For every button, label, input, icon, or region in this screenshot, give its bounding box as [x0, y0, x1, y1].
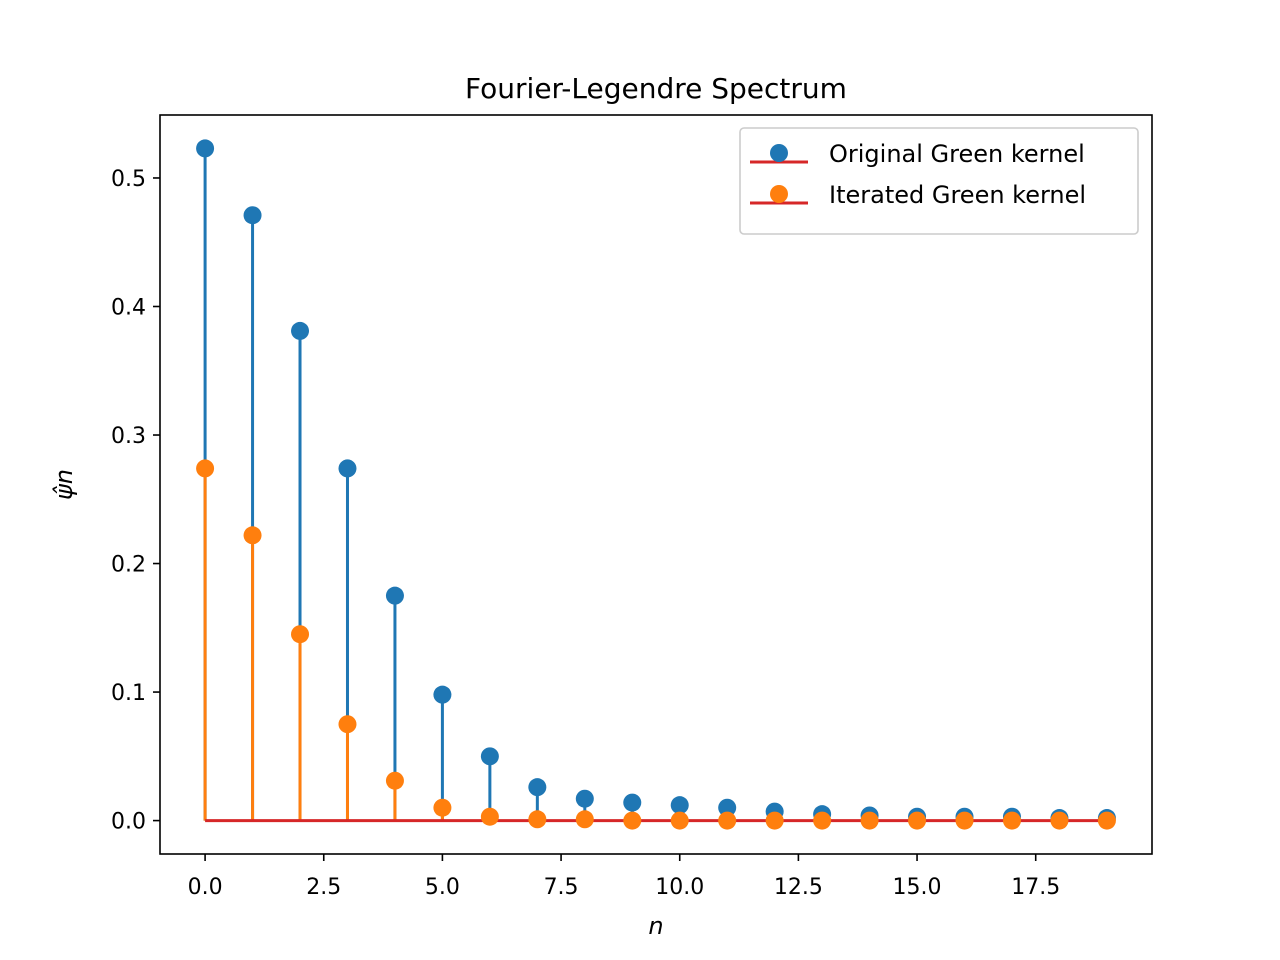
data-point: [338, 459, 357, 478]
data-point: [196, 459, 215, 478]
data-point: [670, 811, 689, 830]
x-tick-label: 0.0: [188, 875, 223, 900]
data-point: [291, 321, 310, 340]
data-point: [480, 747, 499, 766]
axis-ticks: 0.0 2.5 5.0 7.5 10.0 12.5 15.0 17.5 0.0 0.1 0.2 0.3…: [111, 167, 1060, 900]
series-markers-2: [196, 459, 1116, 830]
x-tick-label: 2.5: [306, 875, 341, 900]
data-point: [196, 139, 215, 158]
data-point: [480, 807, 499, 826]
y-axis-label: ψ̂n: [50, 469, 78, 500]
data-point: [860, 811, 879, 830]
legend-label: Iterated Green kernel: [829, 181, 1086, 209]
data-point: [623, 811, 642, 830]
y-tick-label: 0.5: [111, 167, 146, 192]
data-point: [385, 771, 404, 790]
data-point: [575, 810, 594, 829]
data-point: [1002, 811, 1021, 830]
x-tick-label: 12.5: [774, 875, 823, 900]
legend: Original Green kernel Iterated Green kern…: [739, 127, 1139, 235]
data-point: [955, 811, 974, 830]
data-point: [1097, 811, 1116, 830]
plot-marks: [196, 139, 1116, 830]
x-tick-label: 10.0: [655, 875, 704, 900]
y-tick-label: 0.3: [111, 424, 146, 449]
legend-box: [739, 127, 1139, 235]
data-point: [433, 798, 452, 817]
data-point: [528, 778, 547, 797]
legend-marker: [770, 185, 788, 203]
y-tick-label: 0.1: [111, 681, 146, 706]
chart-title: Fourier-Legendre Spectrum: [465, 72, 847, 105]
data-point: [433, 685, 452, 704]
data-point: [908, 811, 927, 830]
data-point: [623, 793, 642, 812]
data-point: [670, 796, 689, 815]
data-point: [1050, 811, 1069, 830]
data-point: [243, 206, 262, 225]
y-tick-label: 0.4: [111, 295, 146, 320]
data-point: [813, 811, 832, 830]
axes-frame: [159, 114, 1153, 855]
data-point: [338, 715, 357, 734]
x-tick-label: 15.0: [893, 875, 942, 900]
y-tick-label: 0.2: [111, 553, 146, 578]
data-point: [291, 625, 310, 644]
data-point: [718, 798, 737, 817]
data-point: [765, 811, 784, 830]
data-point: [718, 811, 737, 830]
legend-marker: [770, 144, 788, 162]
data-point: [385, 586, 404, 605]
data-point: [575, 789, 594, 808]
x-tick-label: 7.5: [544, 875, 579, 900]
data-point: [528, 810, 547, 829]
x-tick-label: 5.0: [425, 875, 460, 900]
legend-label: Original Green kernel: [829, 140, 1085, 168]
x-tick-label: 17.5: [1011, 875, 1060, 900]
x-axis-label: n: [648, 912, 663, 940]
data-point: [243, 526, 262, 545]
y-tick-label: 0.0: [111, 810, 146, 835]
